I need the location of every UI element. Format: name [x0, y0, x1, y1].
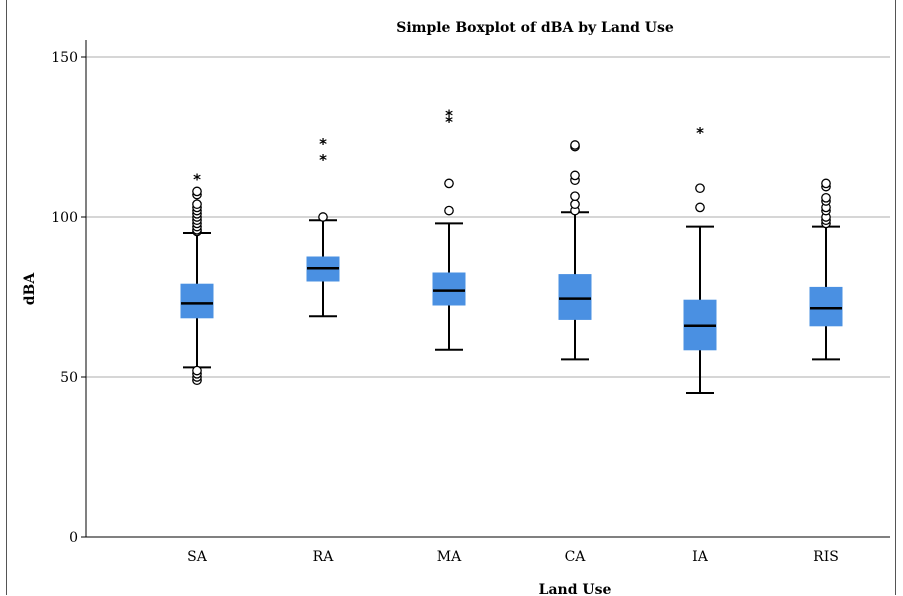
iqr-box: [558, 274, 592, 320]
boxes: ******: [180, 106, 843, 394]
gridlines: [86, 56, 890, 378]
x-axis-label: Land Use: [539, 582, 612, 596]
outlier-point: [821, 192, 831, 203]
x-tick-label-RIS: RIS: [813, 549, 839, 565]
box-IA: *: [683, 124, 717, 394]
y-tick-label-150: 150: [51, 50, 78, 66]
iqr-box: [432, 272, 466, 306]
chart-frame: [6, 0, 896, 595]
outlier-point: [192, 199, 202, 210]
extreme-point: *: [696, 124, 704, 142]
outlier-point: [192, 186, 202, 197]
outlier-point: [570, 199, 580, 210]
x-tick-label-CA: CA: [565, 549, 587, 565]
box-SA: *: [180, 170, 214, 386]
outlier-point: [318, 212, 328, 222]
x-tick-label-SA: SA: [187, 549, 208, 565]
y-axis-label: dBA: [22, 272, 38, 306]
outlier-point: [444, 178, 454, 189]
extreme-point: *: [445, 113, 453, 131]
x-tick-label-RA: RA: [313, 549, 335, 565]
outlier-point: [192, 365, 202, 376]
y-tick-labels: 0 50 100 150: [51, 50, 86, 546]
box-RIS: [809, 178, 843, 361]
extreme-point: *: [193, 170, 201, 188]
outlier-point: [570, 140, 580, 150]
outlier-point: [570, 191, 580, 202]
x-tick-label-MA: MA: [437, 549, 462, 565]
box-MA: **: [432, 106, 466, 351]
outlier-point: [695, 202, 705, 213]
iqr-box: [809, 286, 843, 327]
x-tick-label-IA: IA: [692, 549, 709, 565]
box-RA: **: [306, 135, 340, 318]
outlier-point: [570, 170, 580, 181]
y-tick-label-50: 50: [60, 370, 78, 386]
extreme-point: *: [445, 106, 453, 124]
x-tick-labels: SA RA MA CA IA RIS: [187, 549, 839, 565]
chart-title: Simple Boxplot of dBA by Land Use: [396, 20, 674, 36]
y-tick-label-100: 100: [51, 210, 78, 226]
extreme-point: *: [319, 151, 327, 169]
axes: [85, 40, 890, 538]
outlier-point: [821, 178, 831, 189]
outlier-point: [444, 205, 454, 216]
y-tick-label-0: 0: [69, 530, 78, 546]
box-CA: [558, 140, 592, 361]
iqr-box: [180, 283, 214, 319]
outlier-point: [695, 183, 705, 194]
extreme-point: *: [319, 135, 327, 153]
